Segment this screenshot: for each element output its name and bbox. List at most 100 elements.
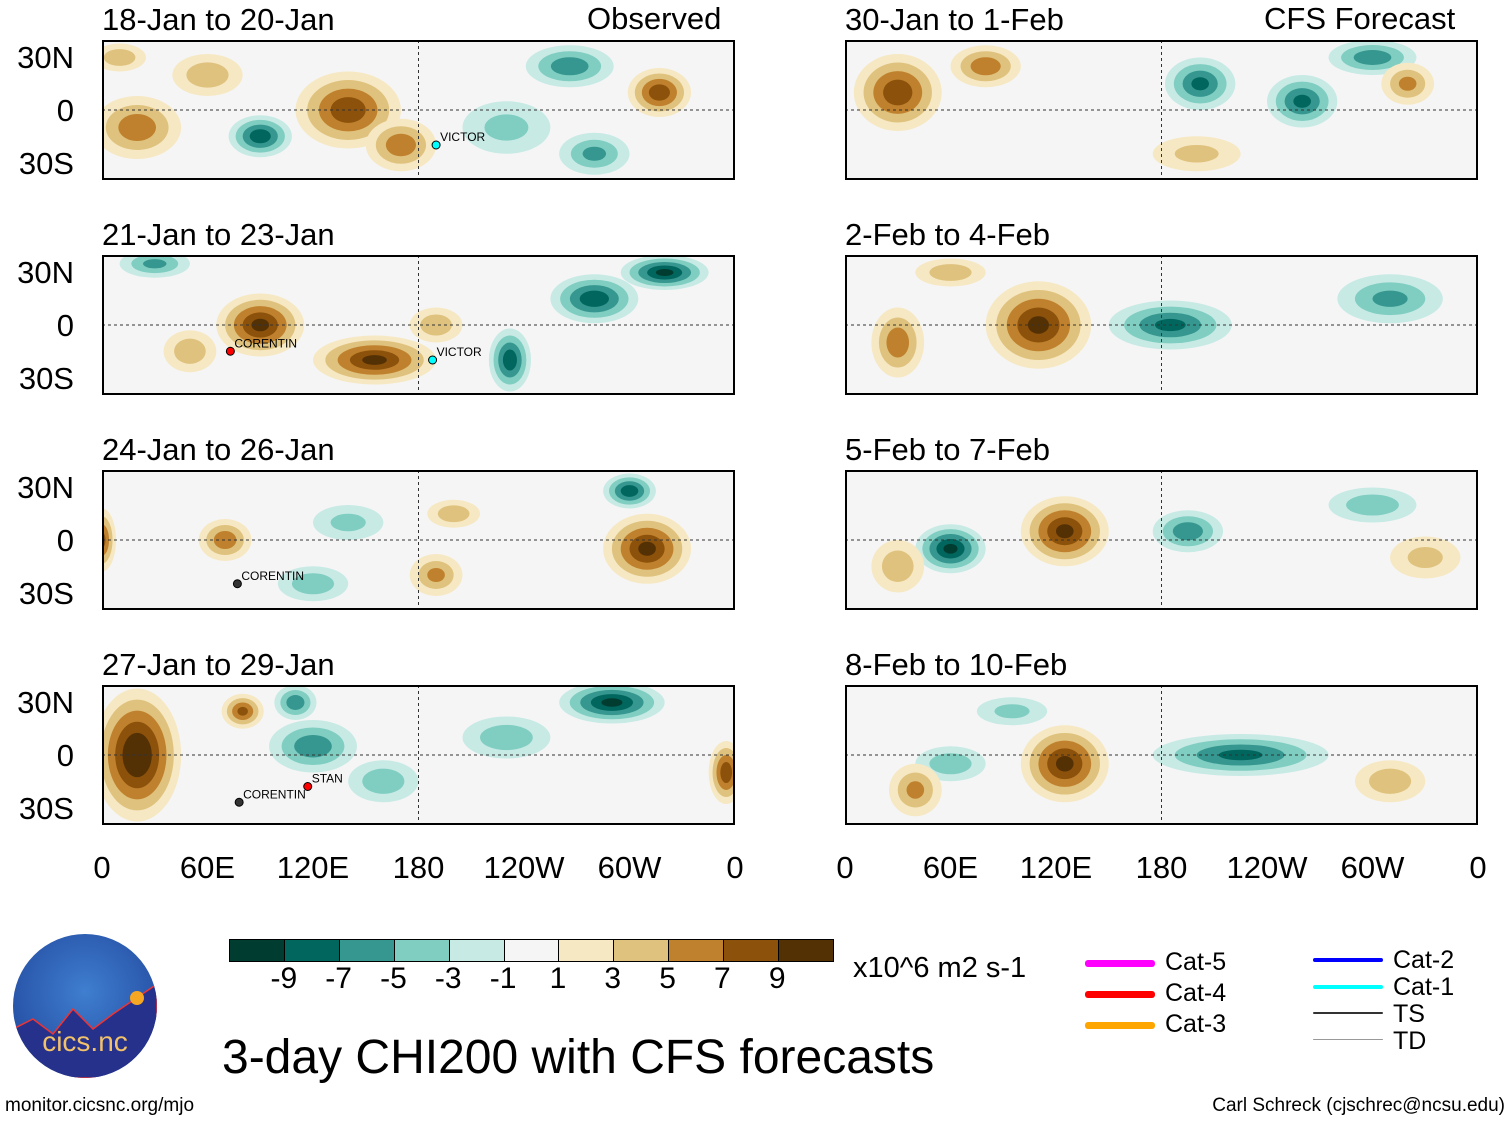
anomaly-contour [550,57,589,76]
anomaly-contour [174,338,206,364]
anomaly-contour [294,735,332,758]
anomaly-contour [330,513,366,532]
lon-label: 120W [483,850,565,885]
anomaly-contour [237,706,248,716]
anomaly-contour [1293,94,1311,108]
colorbar-swatch [230,940,285,961]
anomaly-contour [1191,77,1209,91]
anomaly-contour [249,129,271,144]
colorbar-label: -7 [325,962,352,995]
anomaly-contour [582,146,607,161]
panel-title: 27-Jan to 29-Jan [102,647,335,682]
lon-label: 0 [726,850,744,885]
lat-label: 30N [17,40,74,75]
anomaly-contour [579,290,609,307]
mountain-icon [13,983,157,1078]
legend-line [1085,960,1155,967]
lon-label: 0 [836,850,854,885]
anomaly-contour [929,264,972,281]
map-panel: CORENTIN [102,470,735,610]
observed-label: Observed [587,1,722,36]
anomaly-contour [994,704,1030,719]
lat-label: 30N [17,470,74,505]
panel-title: 8-Feb to 10-Feb [845,647,1068,682]
colorbar-swatch [724,940,780,961]
map-panel: VICTOR [102,40,735,180]
anomaly-contour [1056,524,1074,539]
cics-logo: cics.nc [13,934,157,1078]
storm-label: CORENTIN [243,787,306,801]
anomaly-contour [655,269,674,276]
map-panel [845,470,1478,610]
colorbar-label: -1 [489,962,517,995]
anomaly-contour [906,781,925,799]
lon-label: 60W [597,850,662,885]
anomaly-contour [1174,145,1219,163]
anomaly-contour [385,133,416,157]
lon-label: 120E [1019,850,1093,885]
colorbar-label: 7 [714,962,731,995]
lat-label: 0 [56,523,74,558]
anomaly-contour [1346,494,1399,516]
lon-label: 180 [392,850,445,885]
anomaly-contour [362,768,405,794]
lon-label: 120W [1226,850,1308,885]
anomaly-contour [1056,756,1074,772]
colorbar-label: -3 [434,962,462,995]
anomaly-contour [886,327,910,358]
legend-label: Cat-2 [1393,946,1455,974]
legend-line [1313,1012,1383,1014]
colorbar-swatch [394,940,450,961]
anomaly-contour [648,84,670,101]
anomaly-contour [638,541,656,556]
map-panel: CORENTIN VICTOR [102,255,735,395]
legend-label: Cat-4 [1165,979,1227,1007]
colorbar-swatch [339,940,395,961]
forecast-label: CFS Forecast [1264,1,1456,36]
storm-track [428,355,438,365]
anomaly-contour [118,114,157,141]
map-panel [845,685,1478,825]
anomaly-contour [103,49,136,66]
lon-label: 180 [1135,850,1188,885]
anomaly-contour [502,349,517,371]
storm-label: STAN [312,772,343,786]
panel-title: 2-Feb to 4-Feb [845,217,1051,252]
anomaly-contour [929,753,972,775]
anomaly-contour [129,743,145,767]
anomaly-contour [291,573,335,595]
colorbar-swatch [559,940,615,961]
legend-label: TD [1393,1027,1427,1055]
anomaly-contour [1368,768,1412,794]
storm-track [225,346,235,356]
anomaly-contour [1407,547,1443,568]
panel-title: 5-Feb to 7-Feb [845,432,1051,467]
lat-label: 0 [56,93,74,128]
anomaly-contour [970,57,1001,76]
colorbar-units: x10^6 m2 s-1 [853,952,1027,984]
map-panel [845,255,1478,395]
map-panel: STAN CORENTIN [102,685,735,825]
storm-track [234,797,244,807]
anomaly-contour [943,543,958,554]
anomaly-contour [213,531,237,549]
lat-label: 30S [18,361,74,396]
colorbar-label: 1 [549,962,567,995]
map-panel [845,40,1478,180]
lon-label: 0 [93,850,111,885]
colorbar-label: -5 [380,962,407,995]
lon-label: 60E [922,850,979,885]
colorbar-label: 5 [659,962,676,995]
anomaly-contour [420,314,452,336]
legend-line [1085,1022,1155,1029]
panel-title: 24-Jan to 26-Jan [102,432,335,467]
anomaly-contour [286,695,305,710]
source-url[interactable]: monitor.cicsnc.org/mjo [5,1095,195,1116]
legend-line [1313,1039,1383,1040]
storm-label: VICTOR [437,345,482,359]
anomaly-contour [484,114,529,141]
anomaly-contour [1372,290,1408,307]
colorbar-swatch [284,940,340,961]
lat-label: 30N [17,255,74,290]
lat-label: 30S [18,576,74,611]
